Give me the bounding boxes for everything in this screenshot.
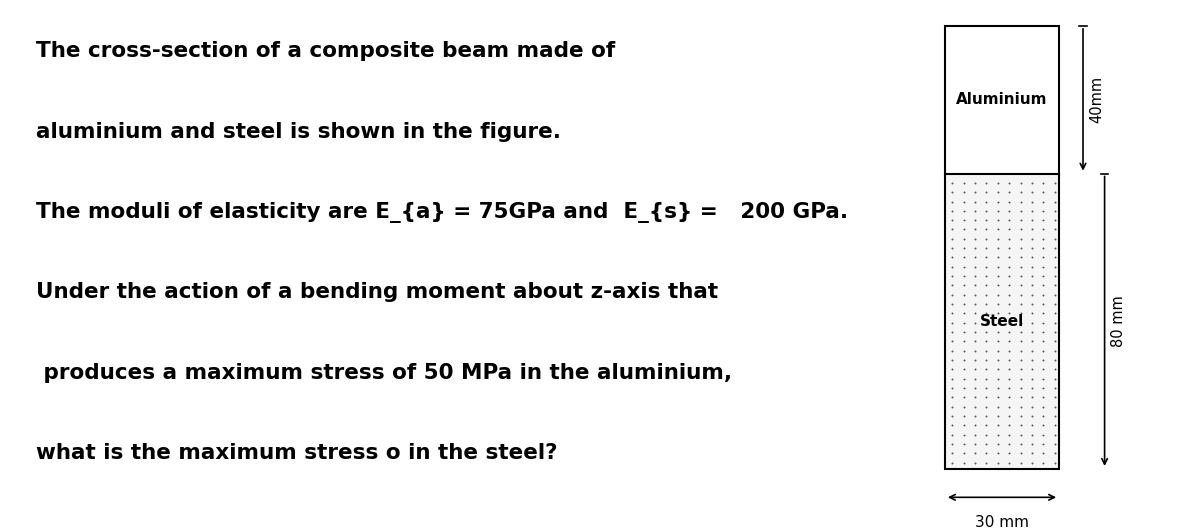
Text: The cross-section of a composite beam made of: The cross-section of a composite beam ma… [36, 41, 616, 62]
Text: Steel: Steel [980, 314, 1024, 329]
Text: 40mm: 40mm [1090, 76, 1104, 123]
Text: produces a maximum stress of 50 MPa in the aluminium,: produces a maximum stress of 50 MPa in t… [36, 363, 732, 383]
Text: The moduli of elasticity are E_{a} = 75GPa and  E_{s} =   200 GPa.: The moduli of elasticity are E_{a} = 75G… [36, 202, 848, 223]
Text: Under the action of a bending moment about z-axis that: Under the action of a bending moment abo… [36, 282, 718, 302]
Bar [946, 26, 1060, 174]
Text: Aluminium: Aluminium [956, 92, 1048, 107]
Text: what is the maximum stress o in the steel?: what is the maximum stress o in the stee… [36, 443, 558, 463]
Bar [946, 26, 1060, 469]
Text: aluminium and steel is shown in the figure.: aluminium and steel is shown in the figu… [36, 122, 562, 142]
Bar [946, 174, 1060, 469]
Text: 30 mm: 30 mm [974, 516, 1030, 530]
Text: 80 mm: 80 mm [1111, 295, 1126, 347]
